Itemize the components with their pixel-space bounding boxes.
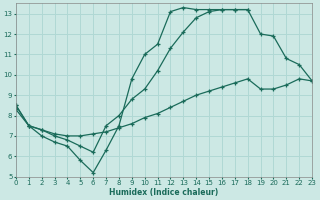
X-axis label: Humidex (Indice chaleur): Humidex (Indice chaleur) bbox=[109, 188, 219, 197]
